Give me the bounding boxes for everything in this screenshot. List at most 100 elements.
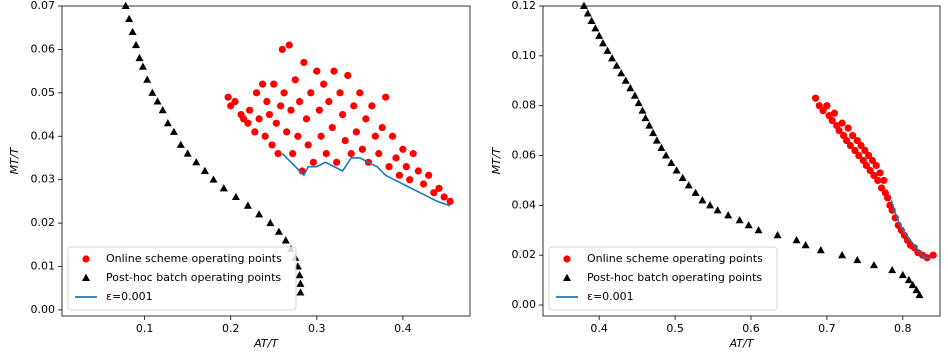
triangle-point (744, 221, 753, 229)
triangle-point (684, 181, 693, 189)
scatter-point (291, 76, 299, 84)
scatter-point (246, 106, 254, 114)
triangle-point (183, 149, 192, 157)
triangle-point (243, 201, 252, 209)
y-tick-label: 0.00 (512, 298, 537, 311)
scatter-point (352, 128, 360, 136)
triangle-point (904, 275, 913, 284)
scatter-point (406, 176, 414, 184)
scatter-point (843, 136, 851, 145)
scatter-point (870, 171, 878, 180)
scatter-point (272, 119, 280, 127)
triangle-point (638, 106, 647, 114)
y-tick-label: 0.06 (31, 42, 56, 55)
triangle-point (705, 201, 714, 209)
scatter-point (287, 106, 295, 114)
triangle-point (630, 91, 639, 99)
x-tick-label: 0.4 (590, 322, 608, 335)
triangle-point (158, 106, 167, 114)
scatter-point (332, 158, 341, 166)
scatter-point (307, 89, 315, 97)
triangle-point (219, 184, 228, 192)
plot-frame (542, 5, 941, 317)
scatter-point (865, 151, 873, 160)
triangle-point (608, 54, 617, 62)
scatter-point (419, 180, 428, 188)
triangle-point (792, 236, 801, 244)
y-axis-label: MT/T (8, 146, 21, 174)
triangle-point (908, 280, 917, 289)
triangle-point (295, 270, 304, 279)
legend-swatch (563, 255, 571, 263)
x-tick-label: 0.5 (666, 322, 684, 335)
triangle-point (169, 127, 178, 135)
triangle-point (135, 53, 144, 62)
scatter-point (336, 89, 344, 97)
triangle-point (274, 227, 283, 235)
scatter-point (325, 97, 333, 106)
triangle-point (143, 75, 152, 83)
scatter-point (866, 166, 874, 175)
scatter-point (231, 97, 239, 106)
triangle-point (652, 136, 661, 144)
subplot: 0.1 0.2 0.3 0.4 0.00 0.01 0.02 0.03 0.04 0.05 0.06… (8, 0, 471, 350)
scatter-point (414, 167, 422, 175)
triangle-point (296, 279, 305, 287)
scatter-point (268, 141, 276, 149)
triangle-point (148, 88, 157, 96)
triangle-point (192, 158, 201, 166)
scatter-point (277, 102, 285, 110)
triangle-point (691, 188, 700, 196)
scatter-point (910, 244, 918, 252)
scatter-point (395, 171, 404, 179)
triangle-point (853, 255, 862, 264)
scatter-point (371, 132, 379, 140)
y-tick-label: 0.08 (512, 99, 537, 112)
legend-label: ε=0.001 (587, 290, 634, 303)
y-tick-label: 0.04 (512, 198, 537, 211)
y-tick-label: 0.04 (31, 129, 56, 142)
scatter-point (435, 184, 443, 192)
scatter-point (819, 107, 827, 115)
scatter-point (309, 158, 317, 166)
y-tick-label: 0.01 (31, 260, 56, 273)
triangle-point (641, 113, 650, 122)
triangle-point (698, 196, 707, 204)
triangle-point (888, 265, 897, 274)
x-tick-label: 0.3 (308, 322, 326, 335)
scatter-point (877, 184, 886, 192)
scatter-point (328, 123, 336, 132)
line-series (890, 200, 932, 259)
scatter-point (294, 132, 302, 140)
y-axis-label: MT/T (490, 146, 503, 174)
scatter-point (874, 176, 882, 185)
scatter-point (388, 132, 397, 140)
legend-box (67, 246, 297, 311)
triangle-point (200, 166, 209, 174)
triangle-point (153, 97, 162, 105)
triangle-point (724, 211, 733, 219)
triangle-point (125, 14, 134, 23)
scatter-point (356, 89, 364, 97)
triangle-point (898, 270, 907, 279)
scatter-point (399, 145, 407, 153)
triangle-point (713, 206, 722, 214)
scatter-point (317, 132, 325, 140)
triangle-point (598, 39, 607, 47)
scatter-point (851, 146, 859, 155)
legend-label: Online scheme operating points (587, 252, 763, 265)
x-axis-label: AT/T (253, 337, 279, 350)
triangle-point (626, 84, 635, 92)
triangle-point (209, 175, 218, 183)
triangle-point (617, 69, 626, 77)
scatter-point (392, 154, 400, 162)
triangle-point (132, 40, 141, 49)
scatter-point (315, 106, 323, 114)
triangle-point (266, 218, 275, 227)
y-tick-label: 0.03 (31, 173, 56, 186)
x-tick-label: 0.1 (136, 322, 154, 335)
triangle-point (838, 250, 847, 259)
triangle-point (121, 1, 130, 9)
scatter-point (289, 150, 297, 158)
triangle-point (583, 9, 592, 17)
